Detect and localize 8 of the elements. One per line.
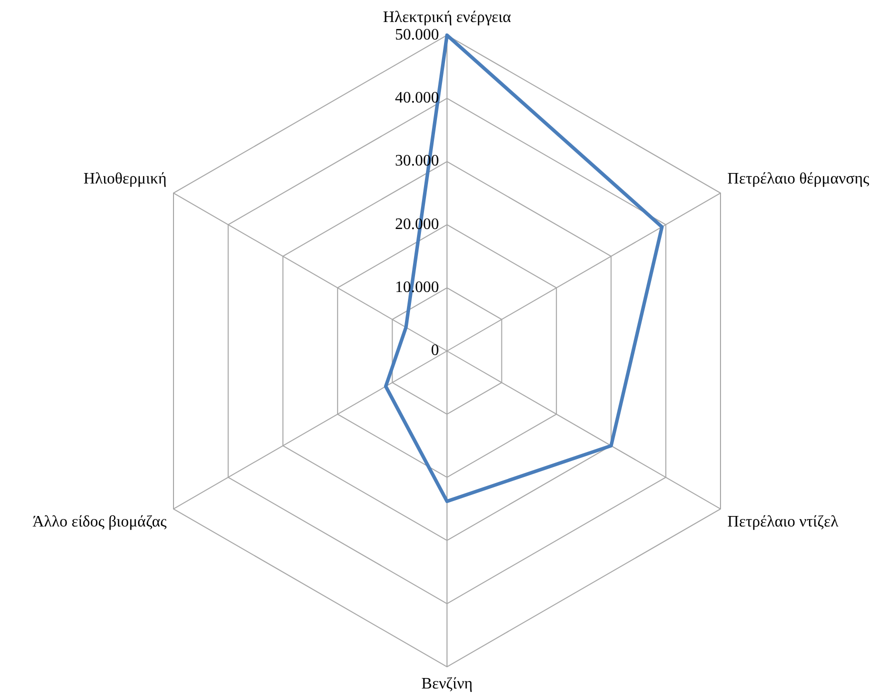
- spoke-label: Ηλεκτρική ενέργεια: [382, 8, 512, 26]
- spoke-label: Πετρέλαιο ντίζελ: [727, 514, 839, 531]
- spoke-label: Ηλιοθερμική: [83, 170, 167, 188]
- spoke-label: Άλλο είδος βιομάζας: [32, 514, 168, 531]
- spoke-label: Πετρέλαιο θέρμανσης: [727, 170, 870, 188]
- y-tick-label: 0: [431, 342, 439, 360]
- spoke-label: Βενζίνη: [421, 676, 473, 693]
- y-tick-label: 50.000: [395, 26, 439, 44]
